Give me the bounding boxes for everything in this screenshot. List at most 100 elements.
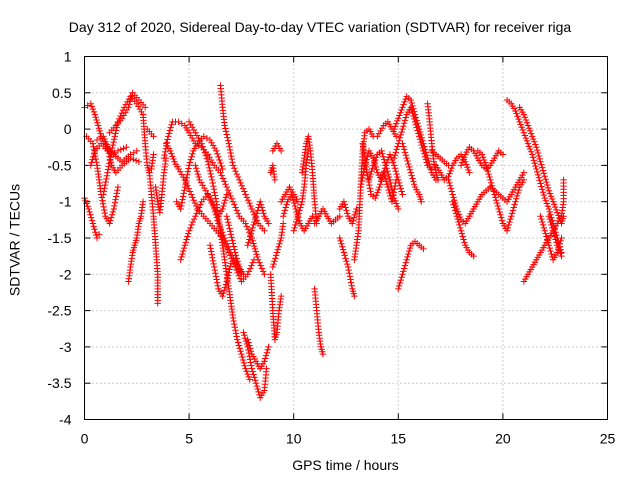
data-point <box>297 204 304 211</box>
data-point <box>534 171 542 179</box>
data-point <box>372 156 379 164</box>
data-point <box>205 161 212 168</box>
data-point <box>396 112 403 119</box>
data-point <box>234 210 242 217</box>
data-point <box>257 262 264 269</box>
x-tick-label: 10 <box>286 431 302 447</box>
data-point <box>414 127 421 134</box>
y-tick-label: -2 <box>59 266 72 282</box>
data-point <box>246 342 253 349</box>
data-point <box>100 191 107 198</box>
data-point <box>377 181 384 188</box>
data-point <box>164 136 171 143</box>
data-point <box>209 254 216 261</box>
data-point <box>211 192 219 199</box>
data-point <box>292 221 299 229</box>
data-point <box>556 247 563 254</box>
data-point <box>223 191 230 198</box>
data-point <box>104 144 111 151</box>
data-point <box>244 242 251 249</box>
data-point <box>231 165 238 172</box>
data-point <box>235 265 243 272</box>
data-point <box>547 193 555 200</box>
data-point <box>393 146 400 153</box>
data-point <box>546 208 553 216</box>
data-point <box>375 186 382 194</box>
data-point <box>203 155 211 162</box>
data-point <box>185 230 192 237</box>
data-point <box>247 230 255 237</box>
data-point <box>192 129 199 136</box>
data-point <box>485 170 492 178</box>
data-point <box>344 263 352 271</box>
data-point <box>252 215 259 223</box>
data-point <box>405 160 412 168</box>
data-point <box>111 133 119 140</box>
data-point <box>240 359 248 367</box>
data-point <box>207 170 214 178</box>
data-point <box>185 165 192 172</box>
data-point <box>294 213 302 220</box>
data-point <box>470 252 477 260</box>
data-point <box>228 155 236 163</box>
data-point <box>93 231 100 239</box>
data-point <box>495 205 502 213</box>
data-point <box>233 207 240 214</box>
data-point <box>515 115 522 123</box>
data-point <box>189 194 196 201</box>
data-point <box>543 200 551 207</box>
data-point <box>454 215 461 223</box>
data-point <box>349 220 356 227</box>
data-point <box>187 191 195 198</box>
data-point <box>182 177 190 185</box>
data-point <box>518 124 525 131</box>
data-point <box>262 352 270 359</box>
x-tick-label: 5 <box>185 431 193 447</box>
data-point <box>212 273 220 280</box>
data-point <box>395 205 402 213</box>
x-tick-label: 20 <box>495 431 511 447</box>
data-point <box>398 106 405 114</box>
data-point <box>526 127 534 135</box>
data-point <box>242 365 249 372</box>
data-point <box>534 149 542 157</box>
x-tick-label: 25 <box>600 431 616 447</box>
data-point <box>366 173 374 181</box>
data-point <box>224 134 231 141</box>
data-point <box>520 111 528 118</box>
data-point <box>221 122 228 129</box>
data-point <box>541 194 548 202</box>
data-point <box>208 173 215 181</box>
data-point <box>260 210 267 217</box>
data-point <box>225 140 233 147</box>
data-point <box>228 152 235 160</box>
data-point <box>106 220 113 227</box>
data-point <box>539 186 546 193</box>
data-point <box>224 216 231 223</box>
data-point <box>542 175 549 183</box>
data-point <box>258 204 266 211</box>
data-point <box>373 154 380 161</box>
data-point <box>226 266 233 273</box>
data-point <box>538 161 545 168</box>
data-point <box>391 197 399 204</box>
data-point <box>434 176 442 184</box>
data-point <box>519 126 526 134</box>
data-point <box>126 98 134 105</box>
data-point <box>100 133 107 140</box>
data-point <box>192 213 199 220</box>
data-point <box>242 220 249 227</box>
data-point <box>90 143 97 150</box>
data-point <box>493 197 500 204</box>
data-point <box>459 233 466 240</box>
data-point <box>463 161 470 168</box>
data-point <box>231 246 238 253</box>
data-point <box>413 124 420 131</box>
y-tick-label: -4 <box>59 412 72 428</box>
data-point <box>395 285 402 293</box>
data-point <box>219 175 227 182</box>
data-point <box>277 147 285 155</box>
data-point <box>404 253 411 261</box>
data-point <box>344 260 351 268</box>
data-point <box>87 214 95 221</box>
